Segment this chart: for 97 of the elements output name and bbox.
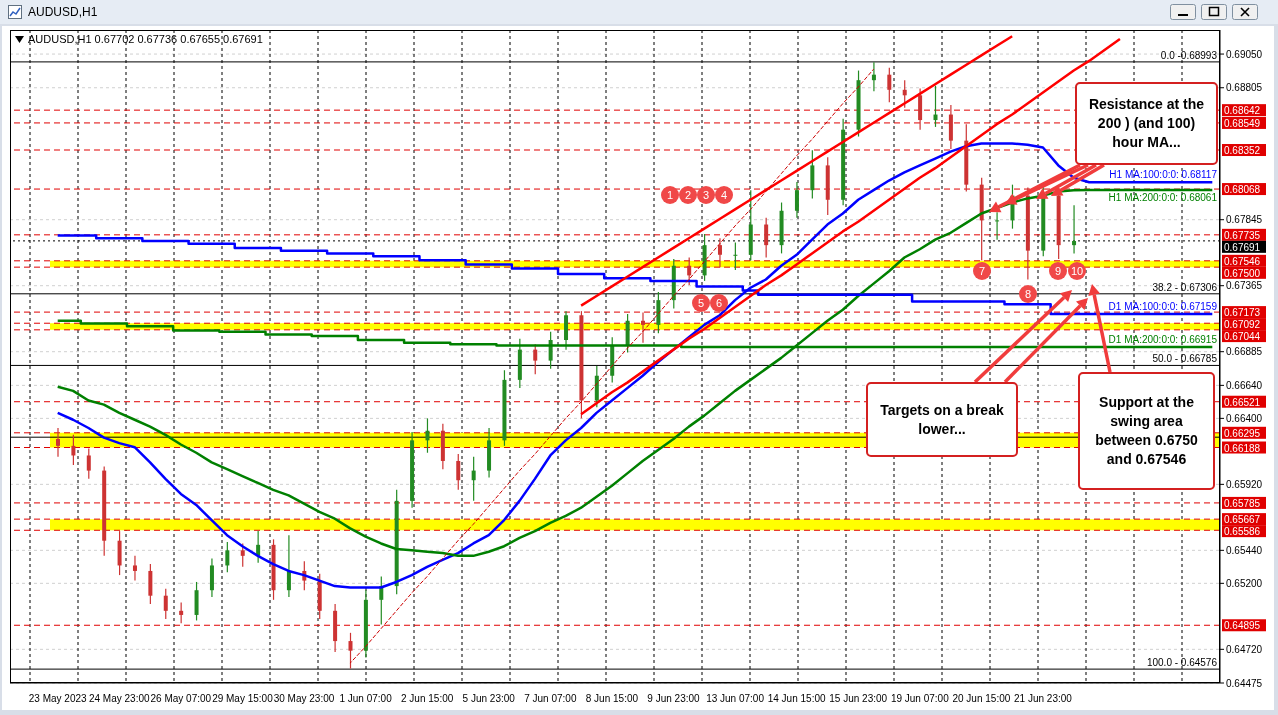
- candlestick: [86, 448, 91, 480]
- candlestick: [995, 211, 1000, 241]
- candlestick: [286, 534, 291, 598]
- candlestick: [56, 427, 60, 458]
- series-label: D1 MA:200:0:0: 0.66915: [1108, 333, 1218, 345]
- ref-line-label: 0.65667: [1224, 514, 1261, 526]
- y-tick-label: 0.67845: [1226, 214, 1263, 226]
- x-tick-label: 29 May 15:00: [212, 693, 274, 704]
- series-label: D1 MA:100:0:0: 0.67159: [1108, 301, 1218, 313]
- ref-line-label: 0.64895: [1224, 620, 1261, 632]
- candlestick: [641, 311, 645, 344]
- annotation: 100.0 - 0.64576: [1146, 657, 1218, 669]
- candlestick: [887, 67, 892, 103]
- x-tick-label: 7 Jun 07:00: [524, 693, 577, 704]
- x-tick-label: 9 Jun 23:00: [647, 693, 701, 704]
- annotation: 10: [1068, 262, 1086, 281]
- ref-line-label: 0.65785: [1224, 497, 1261, 509]
- candlestick: [733, 241, 738, 271]
- ref-line-label: 0.67546: [1224, 255, 1261, 267]
- chart-title: AUDUSD,H1 0.67702 0.67736 0.67655 0.67691: [28, 33, 263, 45]
- candlestick: [871, 61, 876, 92]
- candlestick: [471, 456, 476, 502]
- y-tick-label: 0.64720: [1226, 643, 1263, 655]
- candlestick: [163, 588, 168, 620]
- x-tick-label: 14 Jun 15:00: [767, 693, 826, 704]
- annotation: 4: [715, 186, 733, 204]
- ref-line-label: 0.66295: [1224, 427, 1261, 439]
- x-tick-label: 23 May 2023: [28, 693, 88, 704]
- x-tick-label: 30 May 23:00: [273, 693, 335, 704]
- candlestick: [225, 541, 230, 573]
- candlestick: [456, 453, 461, 491]
- candlestick: [425, 417, 430, 454]
- x-tick-label: 21 Jun 23:00: [1014, 693, 1073, 704]
- y-tick-label: 0.66640: [1226, 379, 1263, 391]
- ref-line-label: 0.68549: [1224, 117, 1261, 129]
- ref-line-label: 0.67735: [1224, 229, 1261, 241]
- line-series: [579, 34, 1014, 307]
- y-tick-label: 0.68805: [1226, 82, 1263, 94]
- candlestick: [71, 434, 76, 466]
- ref-line-label: 0.68642: [1224, 105, 1261, 117]
- series-label: H1 MA:100:0:0: 0.68117: [1109, 169, 1218, 181]
- x-tick-label: 5 Jun 23:00: [462, 693, 516, 704]
- annotation: 9: [1049, 261, 1067, 280]
- annotation: 2: [679, 186, 697, 204]
- y-tick-label: 0.69050: [1226, 48, 1263, 60]
- y-tick-label: 0.66885: [1226, 346, 1263, 358]
- annotation: 3: [697, 186, 715, 204]
- annotation: 0.0 -0.68993: [1160, 49, 1218, 61]
- y-tick-label: 0.65200: [1226, 577, 1263, 589]
- ref-line-label: 0.66188: [1224, 442, 1261, 454]
- candlestick: [348, 632, 353, 670]
- ref-line-label: 0.65586: [1224, 526, 1261, 538]
- line-series: [349, 68, 875, 664]
- callout-box: Resistance at the 200 ) (and 100) hour MA...: [1075, 82, 1218, 165]
- annotation: 6: [710, 294, 728, 312]
- x-tick-label: 13 Jun 07:00: [706, 693, 765, 704]
- y-tick-label: 0.64475: [1226, 677, 1263, 689]
- candlestick: [1072, 204, 1077, 254]
- x-tick-label: 1 Jun 07:00: [339, 693, 393, 704]
- ref-line-label: 0.68068: [1224, 184, 1261, 196]
- x-tick-label: 20 Jun 15:00: [952, 693, 1011, 704]
- y-tick-label: 0.65920: [1226, 478, 1263, 490]
- callout-box: Targets on a break lower...: [866, 382, 1018, 457]
- x-tick-label: 26 May 07:00: [150, 693, 212, 704]
- candlestick: [794, 181, 799, 219]
- candlestick: [132, 555, 137, 582]
- ref-line-label: 0.67500: [1224, 267, 1261, 279]
- ref-line-label: 0.67173: [1224, 307, 1261, 319]
- x-tick-label: 24 May 23:00: [88, 693, 151, 704]
- ref-line-label: 0.67691: [1224, 241, 1261, 253]
- ref-line-label: 0.67044: [1224, 331, 1261, 343]
- annotation: 50.0 - 0.66785: [1152, 353, 1218, 365]
- candlestick: [902, 79, 907, 109]
- callout-box: Support at the swing area between 0.6750 and 0.67546: [1078, 372, 1215, 490]
- annotation: 38.2 - 0.67306: [1152, 281, 1218, 293]
- x-tick-label: 15 Jun 23:00: [829, 693, 888, 704]
- chart-subtitle: AUDUSD,H1: [28, 5, 98, 19]
- ref-line-label: 0.68352: [1224, 145, 1261, 157]
- y-tick-label: 0.65440: [1226, 544, 1263, 556]
- annotation: 5: [692, 294, 710, 312]
- y-tick-label: 0.67365: [1226, 280, 1263, 292]
- candlestick: [933, 85, 938, 128]
- candlestick: [240, 542, 245, 568]
- candlestick: [764, 217, 769, 259]
- candlestick: [687, 256, 692, 286]
- y-tick-label: 0.66400: [1226, 412, 1263, 424]
- candlestick: [179, 601, 184, 624]
- x-tick-label: 2 Jun 15:00: [401, 693, 454, 704]
- ref-line-label: 0.67092: [1224, 319, 1261, 331]
- x-tick-label: 8 Jun 15:00: [585, 693, 639, 704]
- candlestick: [717, 237, 722, 268]
- annotation: 7: [973, 262, 991, 281]
- series-label: H1 MA:200:0:0: 0.68061: [1108, 192, 1218, 204]
- annotation: 1: [661, 186, 679, 204]
- ref-line-label: 0.66521: [1224, 396, 1261, 408]
- x-tick-label: 19 Jun 07:00: [890, 693, 950, 704]
- annotation: 8: [1019, 284, 1037, 303]
